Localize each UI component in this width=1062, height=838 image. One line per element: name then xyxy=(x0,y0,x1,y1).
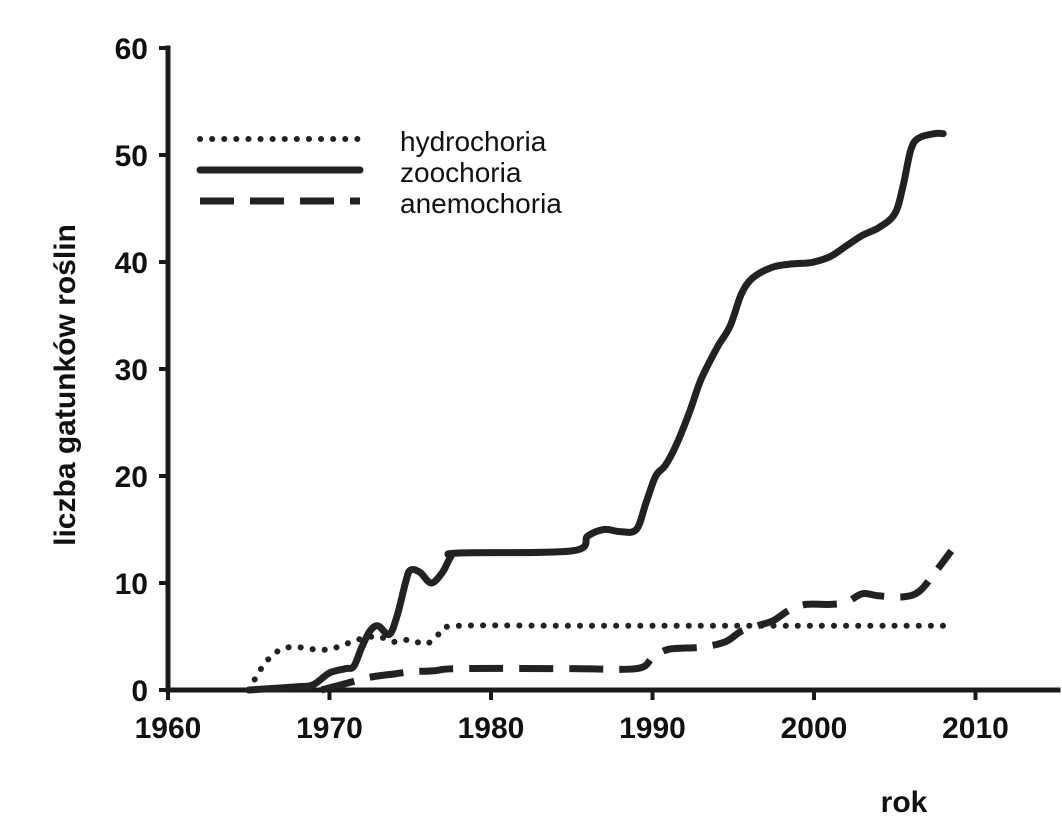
y-tick-label: 10 xyxy=(115,568,148,601)
series-line-zoochoria xyxy=(245,129,947,694)
series-layer xyxy=(245,129,955,694)
y-tick-label: 40 xyxy=(115,247,148,280)
y-tick-label: 30 xyxy=(115,354,148,387)
x-tick-label: 1980 xyxy=(458,712,525,745)
x-axis-title: rok xyxy=(881,786,928,819)
y-tick-label: 60 xyxy=(115,33,148,66)
legend-label-zoochoria: zoochoria xyxy=(400,157,522,188)
y-tick-label: 20 xyxy=(115,461,148,494)
x-tick-label: 2000 xyxy=(781,712,848,745)
x-tick-label: 1970 xyxy=(296,712,363,745)
plot-area: 0 10 20 30 40 50 60 1960 1970 1980 1990 2000 2010 xyxy=(115,33,1061,745)
x-ticks: 1960 1970 1980 1990 2000 2010 xyxy=(135,690,1009,745)
y-ticks: 0 10 20 30 40 50 60 xyxy=(115,33,168,708)
legend-label-hydrochoria: hydrochoria xyxy=(400,126,547,157)
y-axis-title: liczba gatunków roślin xyxy=(49,224,82,546)
x-tick-label: 1990 xyxy=(619,712,686,745)
series-line-hydrochoria xyxy=(245,622,947,693)
x-tick-label: 1960 xyxy=(135,712,202,745)
legend-label-anemochoria: anemochoria xyxy=(400,188,562,219)
y-tick-label: 0 xyxy=(131,675,148,708)
series-line-anemochoria xyxy=(320,548,955,694)
y-tick-label: 50 xyxy=(115,140,148,173)
x-tick-label: 2010 xyxy=(942,712,1009,745)
